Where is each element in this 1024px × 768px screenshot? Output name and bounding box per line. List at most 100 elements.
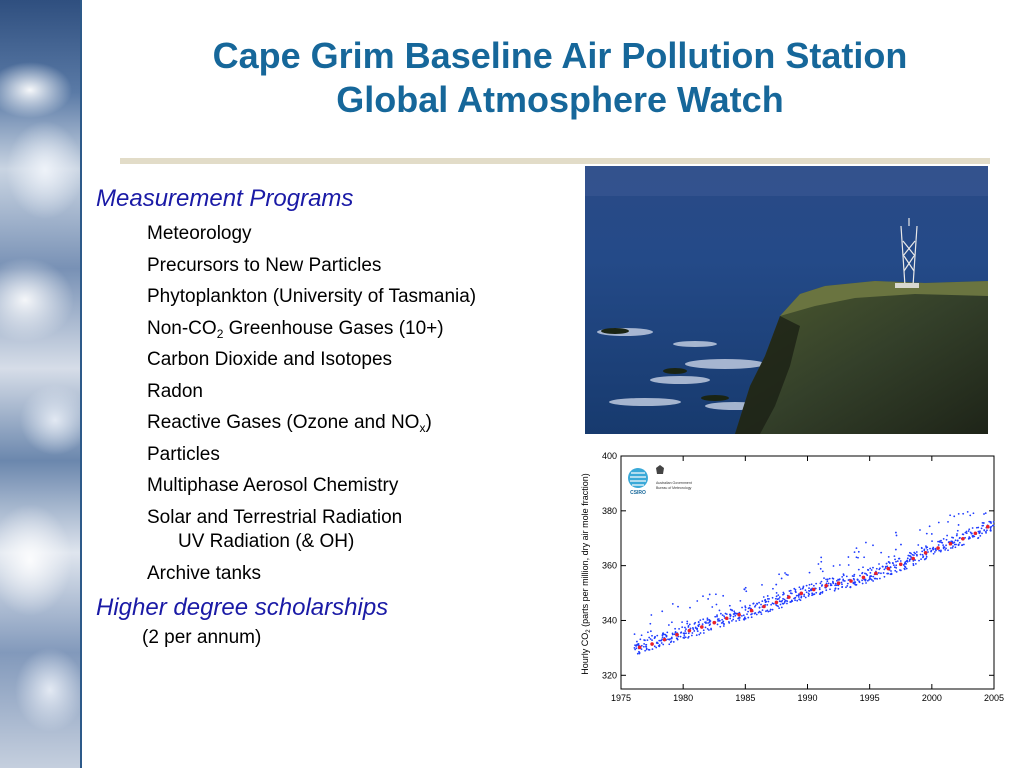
hourly-point	[771, 596, 774, 599]
hourly-point	[968, 536, 971, 538]
hourly-point	[946, 534, 949, 537]
hourly-point	[670, 637, 673, 640]
hourly-point	[884, 567, 887, 569]
hourly-point	[861, 572, 863, 575]
hourly-point	[796, 599, 799, 602]
hourly-point	[893, 566, 896, 569]
hourly-point	[741, 606, 743, 609]
hourly-point	[868, 578, 871, 581]
hourly-point	[864, 579, 867, 582]
hourly-point	[917, 544, 920, 546]
hourly-point	[783, 601, 786, 604]
hourly-point	[925, 546, 928, 549]
hourly-point	[683, 634, 686, 637]
hourly-point	[807, 595, 810, 597]
hourly-point	[875, 567, 878, 570]
hourly-point	[674, 627, 677, 630]
hourly-point	[842, 578, 845, 581]
x-tick-label: 1975	[611, 693, 631, 703]
x-axis: 1975 1980 1985 1990 1995 2000 2005	[611, 456, 1004, 703]
hourly-point	[945, 544, 947, 547]
hourly-point	[811, 592, 814, 595]
hourly-point	[903, 562, 906, 565]
hourly-point	[939, 550, 942, 553]
hourly-point	[766, 603, 769, 606]
hourly-point	[954, 546, 957, 549]
hourly-point	[931, 540, 933, 543]
hourly-point	[678, 627, 680, 630]
hourly-point	[858, 580, 861, 583]
hourly-point	[818, 588, 821, 591]
csiro-logo: CSIRO	[628, 468, 648, 496]
hourly-point	[956, 539, 959, 542]
hourly-point	[819, 567, 822, 570]
hourly-point	[981, 521, 984, 524]
hourly-point	[669, 638, 671, 640]
hourly-point	[731, 609, 734, 612]
monthly-point	[712, 620, 717, 625]
hourly-point	[797, 594, 800, 597]
hourly-point	[666, 631, 669, 634]
hourly-point	[687, 636, 690, 639]
monthly-point	[787, 595, 791, 599]
program-item: Non-CO2 Greenhouse Gases (10+)	[147, 317, 444, 341]
hourly-point	[661, 638, 663, 640]
hourly-point	[656, 642, 659, 645]
hourly-point	[878, 563, 880, 565]
hourly-point	[739, 600, 742, 602]
hourly-point	[883, 575, 886, 578]
hourly-point	[821, 584, 824, 586]
hourly-point	[658, 645, 661, 648]
program-subitem: UV Radiation (& OH)	[178, 530, 355, 552]
hourly-point	[704, 626, 707, 629]
hourly-point	[837, 587, 840, 590]
hourly-point	[648, 648, 651, 651]
hourly-point	[767, 600, 770, 603]
hourly-point	[866, 574, 869, 577]
hourly-point	[909, 558, 912, 561]
hourly-point	[769, 608, 772, 611]
hourly-point	[783, 593, 785, 595]
hourly-point	[707, 622, 709, 624]
hourly-point	[947, 520, 949, 523]
hourly-point	[804, 589, 807, 592]
hourly-point	[808, 571, 811, 574]
hourly-point	[973, 535, 976, 538]
hourly-point	[827, 582, 830, 585]
sky-cloud-sidebar	[0, 0, 82, 768]
hourly-point	[992, 520, 995, 523]
hourly-point	[635, 647, 638, 650]
hourly-point	[654, 636, 656, 639]
hourly-point	[759, 611, 762, 614]
hourly-point	[728, 622, 731, 624]
hourly-point	[820, 580, 823, 583]
hourly-point	[958, 541, 961, 544]
hourly-point	[856, 578, 859, 581]
hourly-point	[945, 538, 948, 541]
hourly-point	[940, 539, 942, 542]
hourly-point	[835, 579, 838, 582]
monthly-point	[936, 546, 940, 550]
hourly-point	[645, 647, 648, 650]
program-item: Meteorology	[147, 223, 252, 244]
hourly-point	[934, 547, 937, 550]
hourly-point	[943, 546, 946, 549]
hourly-point	[983, 529, 986, 532]
hourly-point	[651, 634, 653, 637]
hourly-point	[812, 584, 815, 587]
hourly-point	[933, 551, 936, 553]
hourly-point	[938, 549, 941, 552]
hourly-point	[923, 548, 926, 551]
hourly-point	[767, 610, 770, 613]
hourly-point	[962, 543, 965, 546]
hourly-point	[708, 624, 711, 627]
hourly-point	[882, 572, 885, 574]
hourly-point	[794, 588, 797, 591]
hourly-point	[638, 650, 640, 653]
hourly-point	[838, 564, 841, 566]
hourly-point	[655, 646, 658, 649]
hourly-point	[877, 572, 880, 574]
hourly-point	[798, 598, 801, 601]
title-line-1: Cape Grim Baseline Air Pollution Station	[212, 35, 908, 76]
hourly-point	[789, 589, 792, 592]
